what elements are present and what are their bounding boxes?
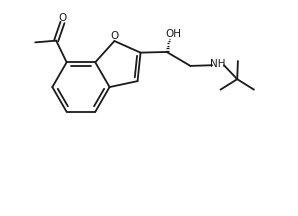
Text: OH: OH [166,29,182,39]
Text: NH: NH [210,59,226,69]
Text: O: O [110,32,119,41]
Text: O: O [58,13,66,23]
